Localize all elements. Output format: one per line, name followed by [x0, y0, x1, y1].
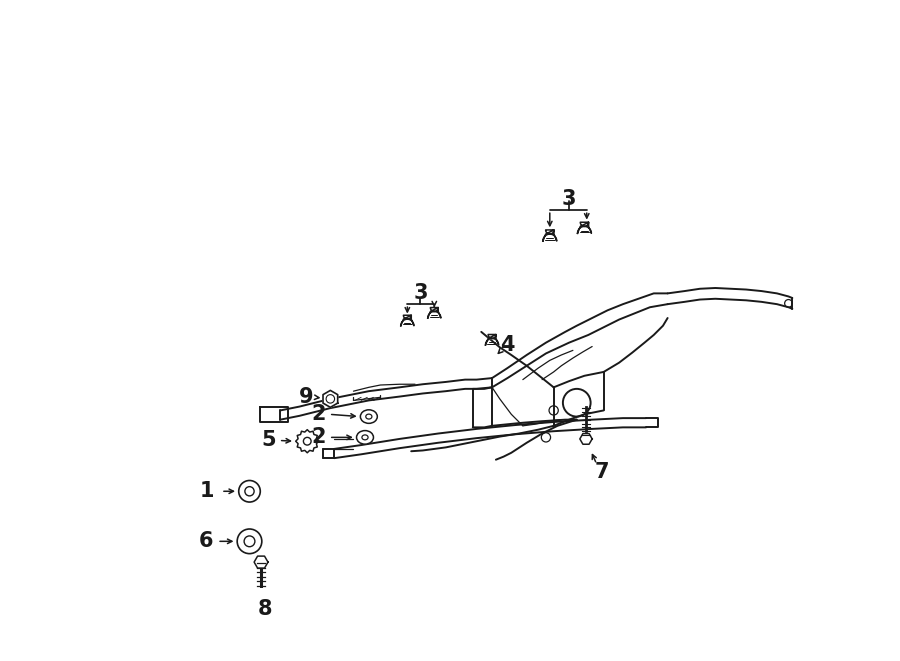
Polygon shape [254, 556, 268, 568]
Text: 4: 4 [500, 335, 515, 355]
Text: 5: 5 [261, 430, 276, 449]
Polygon shape [485, 334, 499, 345]
Ellipse shape [365, 414, 372, 419]
Text: 7: 7 [594, 462, 608, 482]
Text: 8: 8 [257, 599, 272, 619]
Circle shape [244, 536, 255, 547]
Text: 3: 3 [562, 188, 576, 209]
Polygon shape [543, 230, 557, 241]
Polygon shape [428, 307, 441, 318]
Ellipse shape [356, 430, 374, 444]
Circle shape [245, 486, 254, 496]
Ellipse shape [360, 410, 377, 423]
Circle shape [238, 529, 262, 554]
Text: 2: 2 [311, 405, 326, 424]
Ellipse shape [362, 435, 368, 440]
Text: 1: 1 [200, 481, 214, 501]
Polygon shape [580, 434, 592, 444]
Circle shape [303, 438, 311, 445]
Text: 6: 6 [198, 531, 213, 551]
Circle shape [326, 395, 335, 403]
Polygon shape [578, 222, 591, 233]
Text: 3: 3 [413, 284, 428, 303]
Circle shape [238, 481, 260, 502]
Polygon shape [296, 430, 319, 453]
Polygon shape [400, 315, 414, 326]
Text: 2: 2 [311, 428, 326, 447]
Text: 9: 9 [299, 387, 313, 407]
Polygon shape [323, 391, 338, 407]
